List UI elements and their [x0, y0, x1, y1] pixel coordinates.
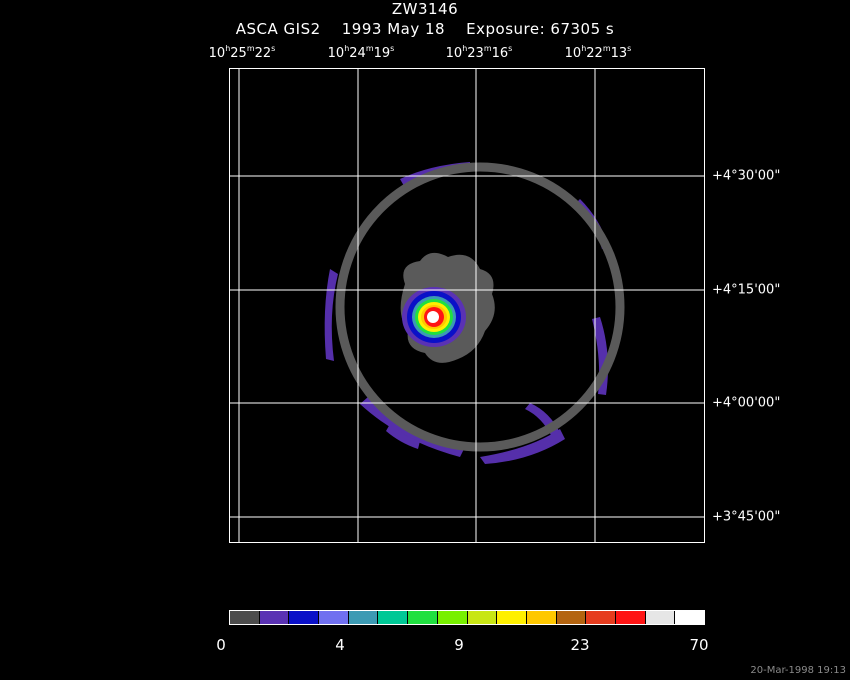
dec-label-1: +4°15'00" [712, 282, 781, 298]
colorbar-swatch [378, 611, 409, 624]
colorbar-swatch [467, 611, 498, 624]
colorbar-swatch [289, 611, 320, 624]
colorbar-swatch [497, 611, 527, 624]
colorbar-swatch [645, 611, 676, 624]
colorbar-swatch [586, 611, 616, 624]
colorbar-swatch [408, 611, 438, 624]
timestamp: 20-Mar-1998 19:13 [750, 665, 846, 676]
xray-image-panel [229, 68, 705, 543]
colorbar-label-3: 23 [570, 636, 590, 654]
colorbar-label-1: 4 [335, 636, 345, 654]
image-title: ZW3146 [391, 0, 459, 18]
colorbar-swatch [556, 611, 587, 624]
xray-image [230, 69, 704, 542]
core-peak [427, 311, 439, 323]
colorbar-swatch [675, 611, 704, 624]
observation-date: 1993 May 18 [341, 20, 446, 38]
detector-ring [335, 162, 625, 452]
ra-label-2: 10h23m16s [445, 44, 513, 61]
dec-label-0: +4°30'00" [712, 168, 781, 184]
colorbar-label-0: 0 [216, 636, 226, 654]
ra-label-0: 10h25m22s [208, 44, 276, 61]
dec-label-3: +3°45'00" [712, 509, 781, 525]
colorbar-swatch [259, 611, 290, 624]
colorbar-swatch [230, 611, 260, 624]
colorbar-swatch [437, 611, 468, 624]
instrument-label: ASCA GIS2 [235, 20, 321, 38]
image-subtitle: ASCA GIS2 1993 May 18 Exposure: 67305 s [0, 20, 850, 38]
colorbar-swatch [615, 611, 646, 624]
colorbar-swatch [348, 611, 379, 624]
colorbar [229, 610, 705, 625]
exposure-label: Exposure: 67305 s [466, 20, 615, 38]
dec-label-2: +4°00'00" [712, 395, 781, 411]
colorbar-swatch [526, 611, 557, 624]
colorbar-label-2: 9 [454, 636, 464, 654]
ra-label-3: 10h22m13s [564, 44, 632, 61]
colorbar-label-4: 70 [689, 636, 709, 654]
ra-label-1: 10h24m19s [327, 44, 395, 61]
colorbar-swatch [319, 611, 349, 624]
coordinate-grid [230, 69, 704, 542]
